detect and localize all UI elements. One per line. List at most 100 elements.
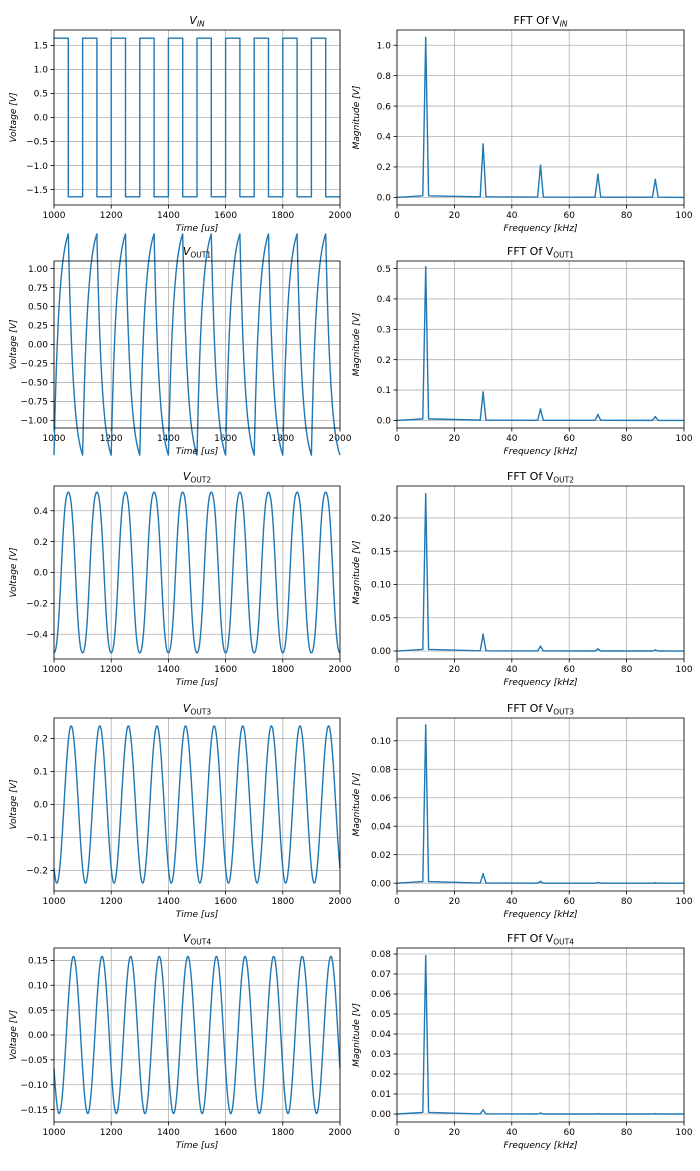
chart-title-subscript: IN (197, 20, 205, 29)
chart-title-main: V (183, 932, 192, 945)
chart-title-main: FFT Of V (513, 14, 560, 27)
x-tick-label: 100 (675, 211, 692, 221)
fft-peak-point (597, 648, 599, 650)
chart-title-main: FFT Of V (507, 470, 554, 483)
chart-title: VIN (189, 14, 205, 29)
y-tick-label: 0.02 (371, 1070, 391, 1080)
y-tick-label: 0.06 (371, 794, 391, 804)
chart-title: FFT Of VOUT4 (507, 932, 574, 947)
x-tick-label: 1400 (157, 897, 180, 907)
y-tick-label: 0.00 (28, 341, 48, 351)
y-axis-label: Voltage [V] (9, 319, 19, 369)
fft-peak-point (482, 143, 484, 146)
axes-frame (53, 717, 341, 892)
chart-title-subscript: OUT1 (553, 251, 574, 260)
x-tick-label: 80 (621, 434, 633, 444)
x-tick-label: 0 (394, 665, 400, 675)
vout3-fft-chart: 0 20 40 60 80 100 0.00 0.02 0.04 0.06 0.08 0.10 FFT … (352, 702, 693, 920)
axes-frame (396, 260, 685, 429)
vin-time-chart: 1000 1200 1400 1600 1800 2000 −1.5 −1.0 −0.5 0.0 0… (9, 14, 352, 234)
x-tick-label: 1600 (214, 897, 237, 907)
vout4-fft-chart: 0 20 40 60 80 100 0.00 0.01 0.02 0.03 0.04 0.05 0.06… (352, 932, 693, 1151)
chart-title: FFT Of VOUT2 (507, 470, 574, 485)
y-tick-label: 0.10 (371, 737, 391, 747)
x-tick-label: 0 (394, 897, 400, 907)
vin-fft-chart: 0 20 40 60 80 100 0.0 0.2 0.4 0.6 0.8 1.0 FFT Of VIN… (352, 14, 693, 234)
y-tick-label: 0.04 (371, 1030, 391, 1040)
y-tick-label: 0.6 (377, 102, 392, 112)
x-tick-label: 60 (563, 897, 575, 907)
x-tick-label: 2000 (329, 665, 352, 675)
fft-peak-point (482, 1109, 484, 1111)
chart-title-main: V (183, 245, 192, 258)
y-tick-label: −0.05 (20, 1056, 48, 1066)
y-tick-label: 0.07 (371, 970, 391, 980)
fft-peak-point (654, 881, 657, 884)
x-axis-label: Time [us] (176, 224, 219, 234)
y-tick-label: 0.5 (34, 90, 48, 100)
y-axis-label: Magnitude [V] (352, 540, 362, 604)
x-tick-label: 0 (394, 434, 400, 444)
x-tick-label: 20 (449, 665, 461, 675)
x-tick-label: 40 (506, 211, 518, 221)
y-tick-label: 0.0 (34, 114, 49, 124)
series-line (53, 725, 341, 884)
y-tick-label: 0.3 (377, 326, 391, 336)
y-tick-label: 0.0 (377, 194, 392, 204)
chart-title: VOUT2 (183, 470, 212, 485)
y-tick-label: −0.15 (20, 1106, 48, 1116)
chart-title: VOUT4 (183, 932, 212, 947)
y-tick-label: −0.5 (26, 138, 48, 148)
plot-area (397, 948, 684, 1122)
x-tick-label: 60 (563, 211, 575, 221)
series-line (53, 491, 341, 654)
fft-peak-point (654, 649, 657, 651)
x-axis-label: Frequency [kHz] (504, 910, 578, 920)
axes-frame (396, 29, 685, 206)
chart-title-main: V (183, 702, 192, 715)
fft-peak-point (539, 645, 542, 648)
y-tick-label: 0.2 (34, 735, 48, 745)
fft-peak-point (424, 955, 427, 957)
chart-title-subscript: IN (560, 20, 568, 29)
fft-peak-point (654, 1112, 657, 1115)
x-tick-label: 1800 (271, 665, 294, 675)
y-axis-label: Magnitude [V] (352, 1003, 362, 1067)
y-tick-label: 1.00 (28, 265, 48, 275)
y-tick-label: 0.15 (371, 547, 391, 557)
y-tick-label: 0.2 (34, 538, 48, 548)
chart-title-subscript: OUT3 (553, 708, 574, 717)
y-axis-label: Voltage [V] (9, 779, 19, 829)
chart-title-main: FFT Of V (507, 245, 554, 258)
y-tick-label: 0.08 (371, 950, 391, 960)
x-axis-label: Frequency [kHz] (504, 678, 578, 688)
x-axis-label: Frequency [kHz] (504, 447, 578, 457)
y-tick-label: 0.05 (371, 614, 391, 624)
y-tick-label: 0.00 (28, 1031, 48, 1041)
chart-title: VOUT1 (183, 245, 212, 260)
x-axis-label: Time [us] (176, 678, 219, 688)
y-tick-label: 0.20 (371, 514, 391, 524)
series-line (54, 37, 340, 198)
x-tick-label: 60 (563, 665, 575, 675)
y-tick-label: 0.1 (377, 386, 391, 396)
y-axis-label: Voltage [V] (9, 92, 19, 142)
axes-frame (53, 947, 341, 1123)
y-tick-label: 0.8 (377, 72, 392, 82)
y-tick-label: 1.5 (34, 42, 48, 52)
y-axis-label: Voltage [V] (9, 547, 19, 597)
vout1-time-chart: 1000 1200 1400 1600 1800 2000−1.00−0.75−0.50−… (9, 233, 352, 457)
y-tick-label: −0.1 (26, 834, 48, 844)
y-tick-label: 1.0 (34, 66, 49, 76)
y-tick-label: 0.2 (377, 356, 391, 366)
x-tick-label: 1800 (271, 1128, 294, 1138)
x-tick-label: 1000 (43, 897, 66, 907)
x-tick-label: 1400 (157, 665, 180, 675)
fft-peak-point (597, 173, 599, 176)
y-tick-label: 0.10 (371, 581, 391, 591)
x-tick-label: 1200 (100, 897, 123, 907)
x-tick-label: 1600 (214, 211, 237, 221)
y-tick-label: −0.50 (20, 379, 48, 389)
